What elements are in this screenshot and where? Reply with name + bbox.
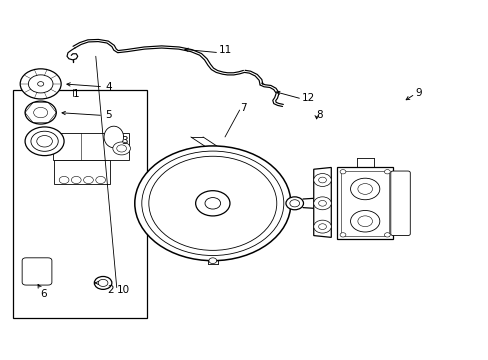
Circle shape [117,145,126,152]
Bar [13,90,147,318]
Bar [54,160,110,184]
Circle shape [318,201,326,206]
Circle shape [25,101,56,124]
Text: 7: 7 [239,103,246,113]
Text: 6: 6 [41,289,47,299]
Circle shape [339,233,345,237]
Circle shape [31,131,58,151]
Circle shape [208,258,216,264]
Circle shape [357,216,372,226]
Circle shape [94,276,112,289]
Text: 12: 12 [302,93,315,103]
Circle shape [20,69,61,99]
Text: 4: 4 [105,82,112,92]
Text: 3: 3 [122,136,128,145]
Bar [340,171,388,235]
Text: 8: 8 [316,111,323,121]
Circle shape [384,170,389,174]
Text: 11: 11 [219,45,232,55]
Text: 9: 9 [414,88,421,98]
Circle shape [289,200,299,207]
Circle shape [98,279,108,287]
Circle shape [113,142,130,155]
Text: 2: 2 [107,285,113,296]
Circle shape [96,176,105,184]
Circle shape [384,233,389,237]
Circle shape [25,127,64,156]
Ellipse shape [104,126,123,148]
FancyBboxPatch shape [22,258,52,285]
Circle shape [34,107,48,118]
Polygon shape [313,167,330,237]
Circle shape [339,170,345,174]
Circle shape [204,198,220,209]
Circle shape [83,176,93,184]
Circle shape [313,197,330,210]
Circle shape [71,176,81,184]
Circle shape [37,135,52,147]
Circle shape [313,174,330,186]
Circle shape [59,176,69,184]
Bar [336,167,392,239]
Bar [53,134,129,160]
Circle shape [195,191,229,216]
Circle shape [350,211,379,232]
Text: 10: 10 [117,285,130,296]
FancyBboxPatch shape [390,171,409,235]
Text: 1: 1 [73,89,80,99]
Circle shape [318,224,326,229]
Circle shape [135,146,290,261]
Circle shape [142,151,283,256]
Circle shape [285,197,303,210]
Circle shape [38,82,43,86]
Circle shape [350,178,379,200]
Text: 5: 5 [105,111,112,121]
Circle shape [28,75,53,93]
Circle shape [357,184,372,194]
Circle shape [318,177,326,183]
Circle shape [148,156,276,250]
Circle shape [313,220,330,233]
